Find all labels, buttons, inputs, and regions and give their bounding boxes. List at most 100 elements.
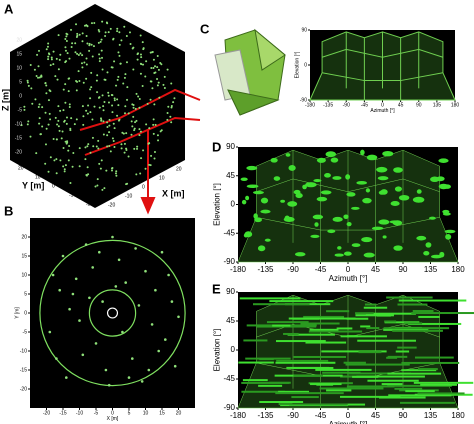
cloud-dot [85, 35, 88, 38]
cloud-dot [148, 127, 151, 130]
x-tick-label: 10 [143, 410, 149, 416]
source-point [164, 338, 167, 341]
cloud-dot [156, 78, 159, 81]
response-streak [278, 403, 293, 406]
cloud-dot [153, 103, 156, 106]
cloud-dot [66, 141, 69, 144]
cloud-dot [108, 124, 111, 127]
response-blob [252, 190, 264, 195]
source-point [84, 243, 88, 246]
cloud-dot [26, 81, 29, 84]
cloud-dot [47, 170, 50, 173]
cloud-dot [153, 151, 156, 154]
cloud-dot [151, 87, 154, 90]
y-tick-label: 5 [24, 291, 27, 297]
cloud-dot [122, 132, 125, 135]
cloud-dot [123, 151, 126, 154]
cloud-dot [140, 56, 143, 59]
cloud-dot [142, 63, 145, 66]
x-tick-label: -135 [257, 411, 274, 420]
cloud-dot [87, 104, 90, 107]
cloud-dot [139, 34, 142, 37]
cloud-dot [88, 44, 91, 47]
cloud-dot [118, 31, 121, 34]
cloud-dot [132, 68, 135, 71]
response-streak [384, 320, 397, 323]
cloud-dot [100, 159, 103, 162]
y-tick-label: -10 [20, 348, 27, 354]
cloud-dot [90, 86, 93, 89]
cloud-dot [106, 134, 109, 137]
cloud-dot [96, 74, 99, 77]
response-blob [316, 196, 328, 202]
cloud-dot [107, 91, 110, 94]
response-streak [417, 392, 465, 395]
y-tick-label: 45 [226, 171, 235, 180]
cloud-dot [37, 106, 40, 109]
cloud-dot [125, 148, 128, 151]
panel-label: B [4, 203, 13, 218]
cloud-dot [117, 51, 120, 54]
response-blob [325, 151, 337, 158]
cloud-dot [156, 66, 159, 69]
source-point [91, 266, 94, 269]
response-streak [394, 387, 423, 390]
cloud-dot [65, 32, 68, 35]
response-blob [412, 196, 425, 203]
cloud-dot [97, 41, 100, 44]
cloud-dot [20, 124, 23, 127]
x-tick-label: 135 [424, 265, 438, 274]
cloud-dot [34, 98, 37, 101]
cloud-dot [38, 76, 41, 79]
cloud-dot [112, 38, 115, 41]
response-streak [418, 315, 440, 318]
cloud-dot [100, 117, 103, 120]
response-streak [398, 299, 467, 302]
cloud-dot [128, 31, 131, 34]
cloud-dot [78, 147, 81, 150]
response-streak [365, 312, 416, 315]
cloud-dot [65, 35, 68, 38]
y-tick-label: 0 [304, 62, 307, 68]
response-blob [365, 188, 371, 193]
cloud-dot [98, 57, 101, 60]
cloud-dot [38, 103, 41, 106]
cloud-dot [135, 92, 138, 95]
cloud-dot [149, 98, 152, 101]
cloud-dot [81, 32, 84, 35]
cloud-dot [57, 34, 60, 37]
cloud-dot [47, 42, 50, 45]
cloud-dot [116, 98, 119, 101]
cloud-dot [76, 52, 79, 55]
response-blob [345, 174, 351, 180]
source-point [65, 376, 68, 379]
cloud-dot [139, 130, 142, 133]
cloud-dot [170, 105, 173, 108]
cloud-dot [152, 58, 155, 61]
x-tick-label: -45 [315, 411, 327, 420]
cloud-dot [66, 52, 69, 55]
response-streak [397, 346, 417, 349]
cloud-dot [47, 55, 50, 58]
response-blob [445, 234, 452, 240]
cloud-dot [54, 75, 57, 78]
cloud-dot [141, 41, 144, 44]
cloud-dot [52, 63, 55, 66]
x-tick-label: -10 [76, 410, 83, 416]
cloud-dot [101, 94, 104, 97]
x-tick-label: 180 [451, 411, 465, 420]
y-tick-label: -15 [20, 367, 27, 373]
cloud-dot [105, 21, 108, 24]
response-streak [322, 371, 361, 374]
response-blob [390, 200, 400, 207]
cloud-dot [62, 165, 65, 168]
cloud-dot [137, 95, 140, 98]
cloud-dot [172, 101, 175, 104]
cloud-dot [110, 93, 113, 96]
response-blob [295, 193, 303, 199]
response-blob [313, 179, 322, 183]
x-tick-label: -180 [305, 102, 315, 108]
cloud-dot [85, 24, 88, 27]
response-streak [405, 390, 435, 393]
